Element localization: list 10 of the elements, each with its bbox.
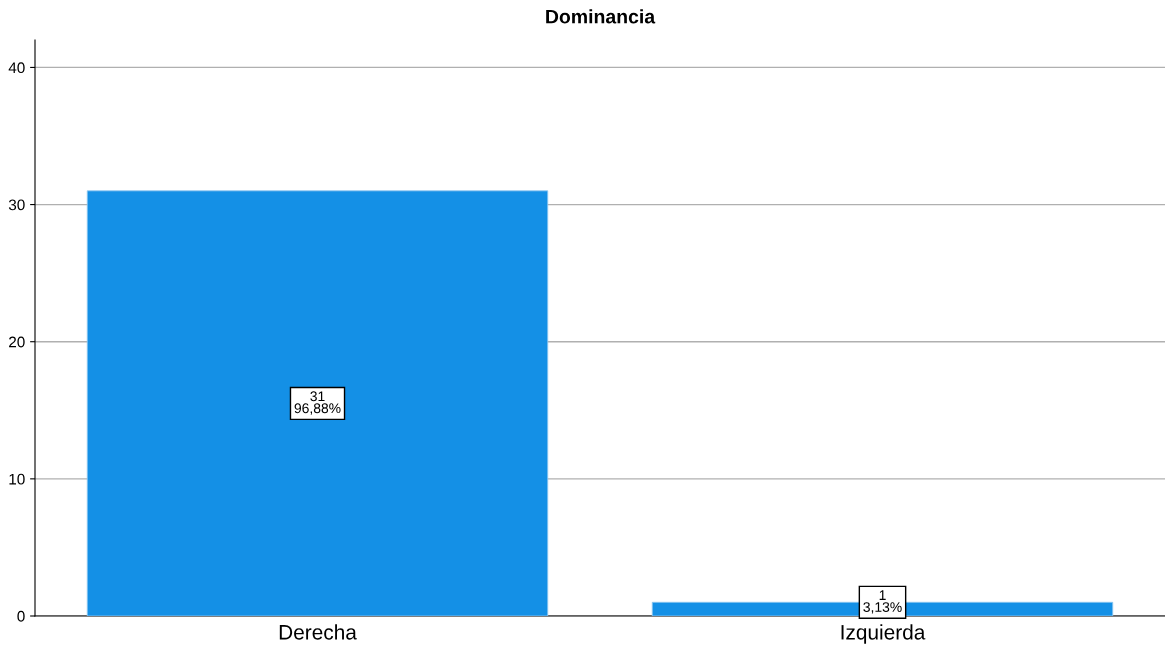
- data-label: 31 96,88%: [294, 391, 341, 415]
- y-tick-label: 20: [9, 336, 25, 348]
- data-label: 1 3,13%: [863, 590, 902, 614]
- x-tick-label: Derecha: [279, 624, 357, 640]
- x-tick-label: Izquierda: [841, 624, 926, 644]
- y-tick-label: 30: [8, 199, 25, 211]
- chart-title: Dominancia: [546, 9, 656, 24]
- y-tick-label: 10: [9, 473, 25, 485]
- y-tick-label: 0: [17, 610, 25, 622]
- y-tick-label: 40: [8, 62, 25, 74]
